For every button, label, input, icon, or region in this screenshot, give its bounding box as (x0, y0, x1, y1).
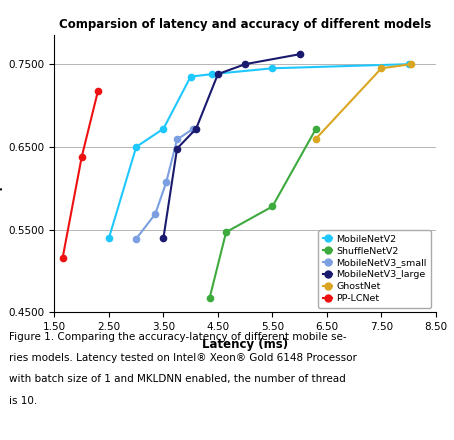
Text: is 10.: is 10. (9, 396, 37, 406)
Text: Figure 1. Comparing the accuracy-latency of different mobile se-: Figure 1. Comparing the accuracy-latency… (9, 332, 347, 342)
Text: ries models. Latency tested on Intel® Xeon® Gold 6148 Processor: ries models. Latency tested on Intel® Xe… (9, 353, 357, 363)
Text: with batch size of 1 and MKLDNN enabled, the number of thread: with batch size of 1 and MKLDNN enabled,… (9, 374, 346, 385)
X-axis label: Latency (ms): Latency (ms) (202, 337, 288, 351)
Y-axis label: Top-1 Acc: Top-1 Acc (0, 142, 3, 205)
Title: Comparsion of latency and accuracy of different models: Comparsion of latency and accuracy of di… (59, 18, 431, 31)
Legend: MobileNetV2, ShuffleNetV2, MobileNetV3_small, MobileNetV3_large, GhostNet, PP-LC: MobileNetV2, ShuffleNetV2, MobileNetV3_s… (318, 230, 431, 308)
